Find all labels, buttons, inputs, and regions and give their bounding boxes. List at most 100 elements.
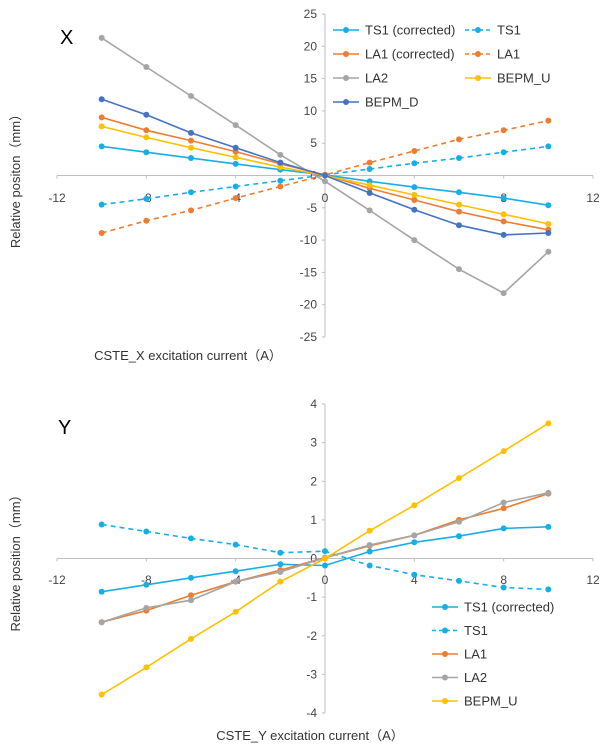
data-point	[232, 183, 239, 190]
data-point	[366, 182, 373, 189]
data-point	[232, 568, 239, 575]
data-point	[411, 206, 418, 213]
legend-label: BEPM_D	[365, 95, 418, 110]
legend-marker	[343, 99, 349, 105]
legend-label: TS1 (corrected)	[464, 600, 554, 615]
legend-item: TS1 (corrected)	[333, 23, 455, 38]
data-point	[411, 539, 418, 546]
legend-item: TS1 (corrected)	[432, 600, 554, 615]
data-point	[545, 143, 552, 150]
data-point	[366, 548, 373, 555]
chart-y: Y CSTE_Y excitation current（A） Relative …	[8, 397, 600, 743]
data-point	[366, 527, 373, 534]
data-point	[500, 127, 507, 134]
data-point	[411, 191, 418, 198]
data-point	[98, 691, 105, 698]
data-point	[143, 127, 150, 134]
data-point	[545, 586, 552, 593]
chart-x-title: X	[60, 27, 73, 49]
data-point	[188, 574, 194, 581]
legend-item: TS1	[432, 623, 488, 638]
data-point	[143, 528, 150, 535]
legend-item: BEPM_U	[465, 71, 550, 86]
data-point	[98, 123, 105, 130]
data-point	[500, 211, 507, 218]
legend-marker	[442, 604, 448, 610]
chart-x-xlabel: CSTE_X excitation current（A）	[94, 348, 282, 363]
legend-label: TS1	[464, 623, 488, 638]
legend-label: LA1	[464, 647, 487, 662]
y-tick-label: -5	[306, 201, 317, 215]
legend-label: BEPM_U	[464, 694, 517, 709]
legend-item: LA2	[333, 71, 388, 86]
data-point	[143, 195, 150, 202]
data-point	[143, 134, 150, 141]
y-tick-label: 10	[304, 104, 318, 118]
data-point	[232, 122, 239, 129]
chart-y-series	[98, 420, 552, 698]
legend-marker	[475, 51, 481, 57]
chart-x-ylabel: Relative positon（mm）	[8, 108, 23, 248]
data-point	[98, 96, 105, 103]
y-tick-label: 15	[304, 72, 318, 86]
x-tick-label: 4	[411, 573, 418, 587]
data-point	[277, 549, 284, 556]
data-point	[277, 159, 284, 166]
y-tick-label: 3	[310, 436, 317, 450]
data-point	[456, 136, 462, 143]
data-point	[322, 562, 328, 569]
data-point	[456, 201, 462, 208]
data-point	[545, 202, 552, 209]
y-tick-label: -10	[300, 233, 318, 247]
legend-label: LA2	[365, 71, 388, 86]
legend-label: BEPM_U	[497, 71, 550, 86]
data-point	[545, 420, 552, 427]
data-point	[188, 137, 194, 144]
data-point	[188, 129, 194, 136]
legend-marker	[343, 51, 349, 57]
y-tick-label: 20	[304, 39, 318, 53]
data-point	[366, 541, 373, 548]
data-point	[366, 207, 373, 214]
data-point	[545, 248, 552, 255]
data-point	[143, 217, 150, 224]
data-point	[456, 189, 462, 196]
y-tick-label: -2	[306, 629, 317, 643]
x-tick-label: 0	[322, 573, 329, 587]
x-tick-label: -12	[48, 573, 66, 587]
data-point	[232, 578, 239, 585]
data-point	[411, 197, 418, 204]
data-point	[500, 231, 507, 238]
legend-marker	[475, 27, 481, 33]
chart-x-legend: TS1 (corrected) TS1 LA1 (corrected) LA1 LA2 B…	[333, 23, 550, 110]
data-point	[366, 166, 373, 173]
data-point	[232, 608, 239, 615]
data-point	[98, 619, 105, 626]
data-point	[277, 183, 284, 190]
legend-label: TS1	[497, 23, 521, 38]
data-point	[277, 569, 284, 576]
data-point	[277, 561, 284, 568]
data-point	[411, 571, 418, 578]
data-point	[98, 588, 105, 595]
series-line-3	[101, 119, 549, 234]
y-tick-label: -1	[306, 590, 317, 604]
y-tick-label: 5	[310, 136, 317, 150]
data-point	[188, 635, 194, 642]
data-point	[456, 155, 462, 162]
legend-item: LA1 (corrected)	[333, 47, 455, 62]
data-point	[232, 541, 239, 548]
data-point	[232, 154, 239, 161]
legend-item: TS1	[465, 23, 521, 38]
x-tick-label: 0	[322, 191, 329, 205]
x-tick-label: -8	[141, 573, 152, 587]
data-point	[232, 160, 239, 167]
legend-marker	[475, 75, 481, 81]
data-point	[232, 144, 239, 151]
data-point	[456, 222, 462, 229]
data-point	[500, 525, 507, 532]
data-point	[456, 533, 462, 540]
data-point	[98, 114, 105, 121]
data-point	[411, 160, 418, 167]
data-point	[411, 147, 418, 154]
